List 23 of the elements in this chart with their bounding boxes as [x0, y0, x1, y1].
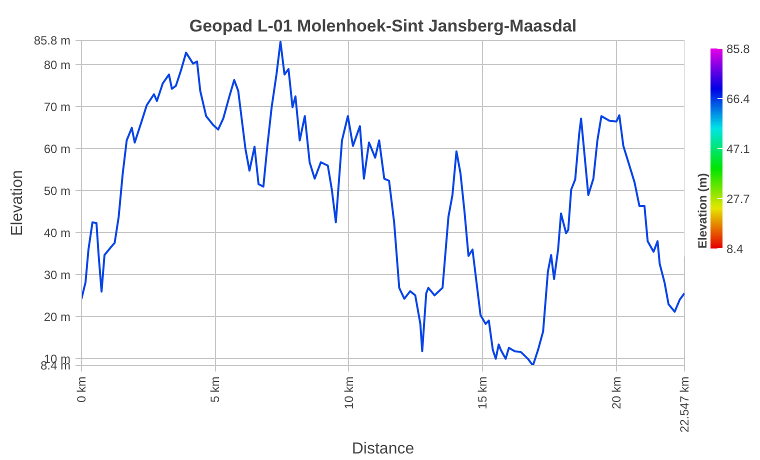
color-bar-label: 27.7 — [726, 192, 750, 206]
color-bar-label: 85.8 — [726, 42, 750, 56]
y-axis-title: Elevation — [8, 170, 26, 236]
color-bar-label: 8.4 — [726, 242, 744, 256]
x-tick-label: 5 km — [208, 376, 222, 403]
y-tick-label: 50 m — [44, 184, 71, 198]
y-tick-label: 40 m — [44, 226, 71, 240]
color-bar-title: Elevation (m) — [696, 173, 710, 248]
x-tick-label: 22.547 km — [678, 376, 692, 433]
x-tick-label: 15 km — [476, 376, 490, 410]
color-bar-label: 66.4 — [726, 92, 750, 106]
y-tick-label: 20 m — [44, 310, 71, 324]
y-tick-label: 60 m — [44, 142, 71, 156]
x-axis-title: Distance — [352, 440, 414, 458]
y-tick-label: 30 m — [44, 268, 71, 282]
chart-title: Geopad L-01 Molenhoek-Sint Jansberg-Maasdal — [189, 16, 577, 36]
y-tick-label: 70 m — [44, 100, 71, 114]
y-tick-label: 85.8 m — [34, 34, 71, 48]
y-tick-label: 80 m — [44, 58, 71, 72]
x-tick-label: 10 km — [342, 376, 356, 410]
x-tick-label: 20 km — [609, 376, 624, 410]
x-tick-label: 0 km — [74, 376, 88, 403]
color-bar-label: 47.1 — [726, 142, 750, 156]
